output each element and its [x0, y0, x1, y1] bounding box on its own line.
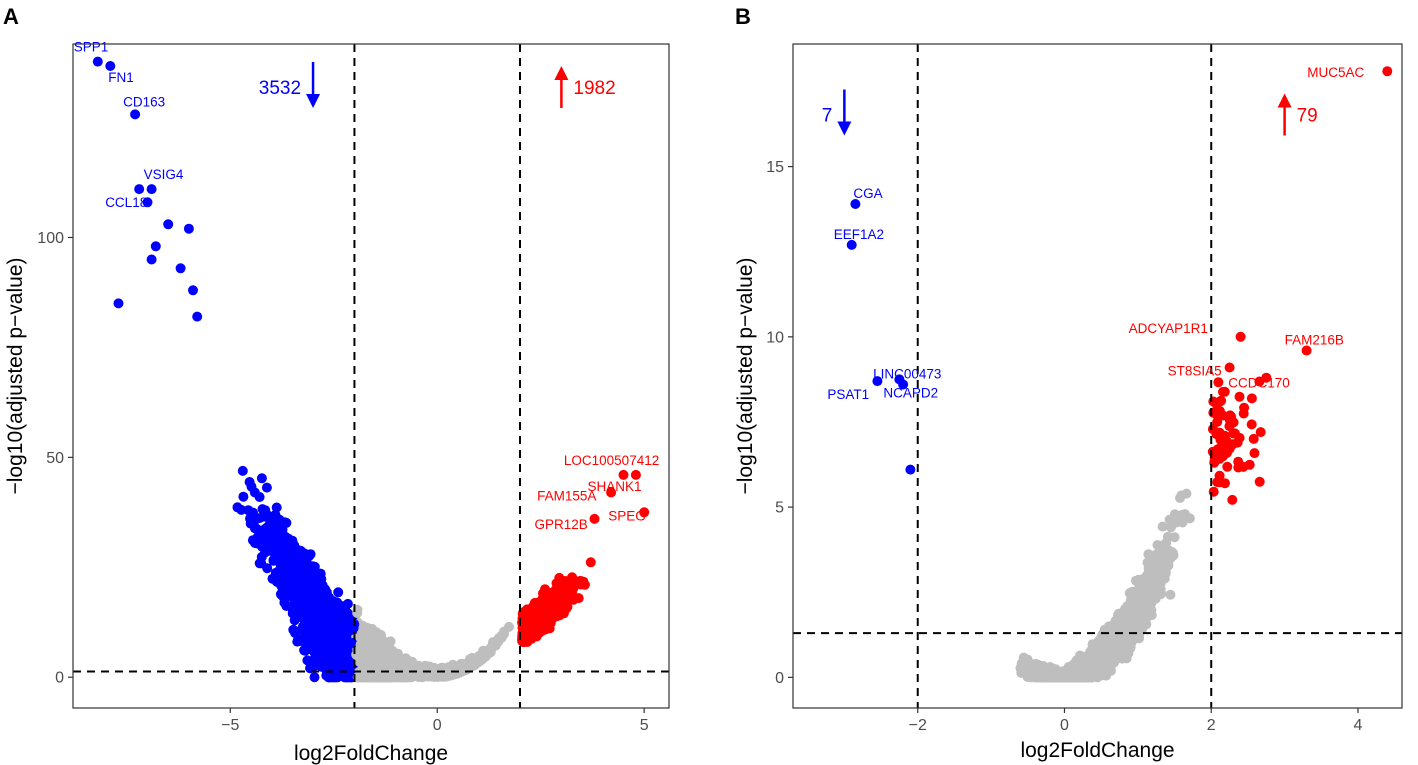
panel-a-letter: A — [3, 4, 19, 29]
down-point — [294, 574, 305, 585]
down-point — [325, 672, 335, 683]
down-point — [298, 605, 308, 616]
down-point — [274, 534, 285, 545]
down-point — [314, 609, 325, 620]
up-point — [540, 612, 550, 623]
down-point — [323, 635, 334, 646]
down-point — [288, 624, 299, 635]
down-point — [309, 672, 320, 683]
up-point — [521, 621, 532, 632]
down-point — [249, 523, 260, 534]
down-point — [333, 617, 344, 628]
up-point — [579, 579, 590, 590]
down-point — [277, 556, 288, 567]
down-point — [256, 473, 267, 484]
up-point — [566, 577, 577, 588]
down-point — [333, 587, 344, 598]
ns-point — [385, 636, 396, 647]
up-point — [585, 557, 596, 568]
down-point — [315, 568, 325, 579]
down-point — [254, 558, 265, 569]
up-point — [539, 598, 549, 609]
down-point — [317, 657, 328, 668]
down-point — [324, 620, 335, 631]
down-point — [262, 510, 273, 520]
down-point — [305, 549, 316, 560]
up-point — [568, 594, 579, 605]
up-point — [528, 629, 538, 640]
down-point — [238, 491, 249, 502]
up-point — [537, 624, 548, 635]
plot-background — [73, 44, 669, 708]
up-point — [548, 605, 559, 616]
down-point — [245, 513, 255, 524]
down-point — [306, 602, 317, 613]
down-point — [262, 563, 273, 574]
down-point — [268, 555, 279, 566]
down-point — [341, 635, 351, 646]
down-point — [262, 535, 273, 546]
down-point — [342, 598, 353, 609]
down-point — [268, 542, 279, 553]
volcano-plot-a: SPP1FN1CD163VSIG4CCL18LOC100507412SHANK1… — [4, 40, 670, 765]
up-point — [545, 590, 556, 601]
up-point — [529, 597, 540, 608]
down-point — [246, 481, 257, 492]
down-point — [301, 566, 312, 576]
down-point — [289, 589, 300, 600]
down-point — [341, 658, 352, 669]
down-point — [289, 540, 300, 551]
down-point — [264, 525, 275, 536]
down-point — [261, 482, 272, 493]
down-point — [269, 516, 280, 527]
panel-b-letter: B — [735, 4, 751, 29]
down-point — [237, 465, 248, 476]
down-point — [285, 558, 296, 569]
down-point — [278, 581, 289, 592]
down-point — [332, 628, 343, 639]
ns-point — [362, 652, 373, 663]
down-point — [306, 580, 317, 591]
ns-point — [355, 632, 366, 643]
up-point — [532, 607, 543, 618]
down-point — [293, 634, 304, 645]
down-point — [281, 601, 292, 611]
ns-point — [378, 672, 389, 683]
down-point — [251, 538, 262, 549]
down-point — [254, 492, 265, 502]
down-point — [317, 600, 328, 611]
down-point — [278, 570, 289, 581]
down-point — [302, 655, 313, 666]
down-point — [232, 502, 243, 513]
down-point — [271, 502, 282, 513]
ns-point — [381, 661, 392, 672]
up-point — [560, 594, 571, 605]
down-point — [303, 639, 314, 650]
down-point — [305, 615, 316, 626]
ns-point — [357, 643, 368, 654]
ns-point — [367, 670, 378, 681]
